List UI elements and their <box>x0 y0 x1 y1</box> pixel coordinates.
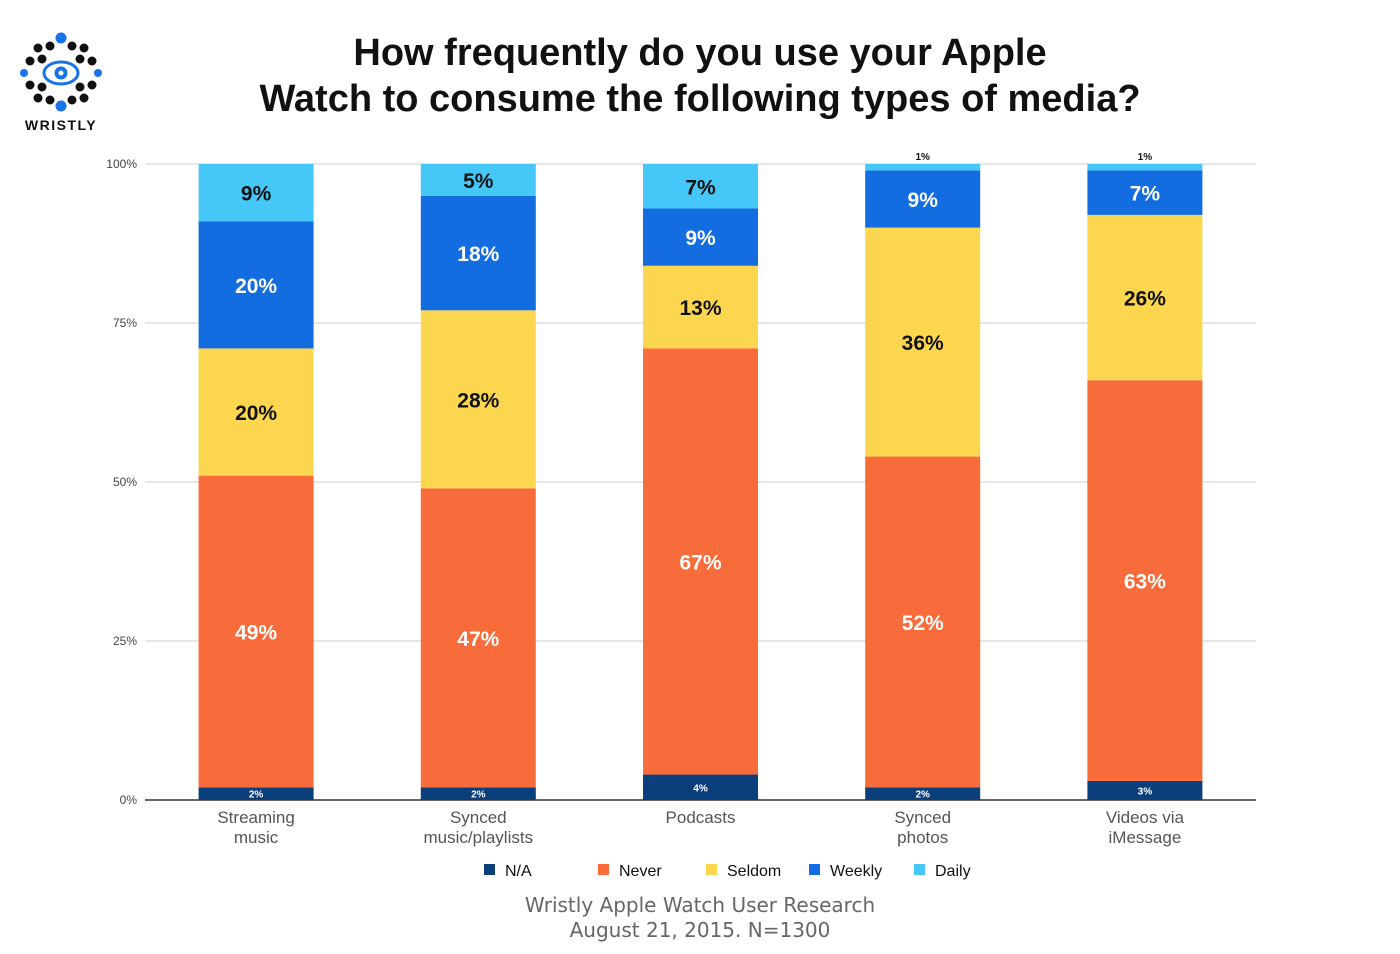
data-label: 13% <box>679 297 721 320</box>
x-tick-label: Streaming <box>217 808 294 827</box>
data-label: 63% <box>1124 571 1166 594</box>
data-label: 20% <box>235 275 277 298</box>
y-tick-label: 75% <box>113 316 137 330</box>
bar-segment <box>198 787 314 800</box>
bars <box>198 164 1203 800</box>
bar-segment <box>420 164 536 196</box>
bar-segment <box>865 227 981 457</box>
data-label: 5% <box>463 170 494 193</box>
data-label: 28% <box>457 389 499 412</box>
y-tick-label: 100% <box>106 157 137 171</box>
data-label: 1% <box>1138 152 1153 163</box>
legend-swatch <box>914 864 925 875</box>
x-tick-label: music/playlists <box>424 828 534 847</box>
data-label: 9% <box>685 227 716 250</box>
chart-title-line-1: How frequently do you use your Apple <box>353 32 1047 74</box>
bar-segment <box>420 488 536 788</box>
data-label: 67% <box>679 552 721 575</box>
data-label: 7% <box>685 176 716 199</box>
bar-segment <box>643 208 758 266</box>
bar-segment <box>1087 170 1203 215</box>
bar-segment <box>865 456 981 788</box>
legend-label: Never <box>619 863 662 880</box>
x-tick-label: photos <box>897 828 948 847</box>
data-label: 4% <box>693 783 708 794</box>
x-tick-label: music <box>234 828 279 847</box>
bar-segment <box>1087 380 1203 781</box>
bar-segment <box>420 195 536 311</box>
bar-segment <box>865 164 981 171</box>
chart-title-line-2: Watch to consume the following types of … <box>259 78 1141 120</box>
bar-segment <box>420 310 536 489</box>
x-tick-label: iMessage <box>1109 828 1182 847</box>
x-tick-label: Videos via <box>1106 808 1185 827</box>
data-label: 3% <box>1138 786 1153 797</box>
bar-segment <box>643 348 758 775</box>
wristly-eye-icon: WRISTLY <box>20 32 102 133</box>
data-label: 9% <box>241 183 272 206</box>
legend: N/A Never Seldom Weekly Daily <box>484 863 971 880</box>
bar-segment <box>865 170 981 228</box>
data-label: 9% <box>908 189 939 212</box>
bar-segment <box>1087 780 1203 800</box>
bar-segment <box>198 348 314 476</box>
x-tick-label: Podcasts <box>666 808 736 827</box>
bar-segment <box>1087 214 1203 381</box>
y-tick-label: 50% <box>113 475 137 489</box>
legend-swatch <box>484 864 495 875</box>
bar-segment <box>865 787 981 800</box>
bar-segment <box>643 164 758 209</box>
legend-swatch <box>598 864 609 875</box>
bar-segment <box>643 774 758 800</box>
bar-segment <box>420 787 536 800</box>
data-label: 1% <box>915 152 930 163</box>
x-tick-label: Synced <box>894 808 951 827</box>
legend-label: Daily <box>935 863 971 880</box>
legend-swatch <box>809 864 820 875</box>
y-axis-ticks: 0% 25% 50% 75% 100% <box>106 157 137 807</box>
data-label: 7% <box>1130 183 1161 206</box>
x-axis-labels: StreamingmusicSyncedmusic/playlistsPodca… <box>217 808 1184 847</box>
data-label: 26% <box>1124 288 1166 311</box>
data-label: 2% <box>915 790 930 801</box>
legend-swatch <box>706 864 717 875</box>
data-label: 52% <box>902 612 944 635</box>
bar-segment <box>198 221 314 349</box>
data-label: 2% <box>249 790 264 801</box>
legend-label: N/A <box>505 863 532 880</box>
data-labels: 2% 49% 20% 20% 9% 2% 47% 28% 18% 5% 4% 67% 13% 9% 7% 2%… <box>235 152 1166 801</box>
data-label: 36% <box>902 332 944 355</box>
data-label: 20% <box>235 402 277 425</box>
bar-segment <box>643 265 758 349</box>
footer-caption: Wristly Apple Watch User Research August… <box>400 893 1000 943</box>
data-label: 2% <box>471 790 486 801</box>
data-label: 49% <box>235 621 277 644</box>
brand-name: WRISTLY <box>25 117 97 133</box>
y-tick-label: 25% <box>113 634 137 648</box>
y-tick-label: 0% <box>120 793 138 807</box>
legend-label: Weekly <box>830 863 882 880</box>
footer-line-1: Wristly Apple Watch User Research <box>524 893 876 917</box>
footer-line-2: August 21, 2015. N=1300 <box>569 918 831 942</box>
wristly-logo: WRISTLY <box>18 28 108 138</box>
bar-segment <box>198 164 314 222</box>
data-label: 47% <box>457 628 499 651</box>
legend-label: Seldom <box>727 863 781 880</box>
bar-segment <box>198 475 314 788</box>
bar-segment <box>1087 164 1203 171</box>
chart-title: How frequently do you use your Apple Wat… <box>200 30 1200 122</box>
x-tick-label: Synced <box>450 808 507 827</box>
data-label: 18% <box>457 243 499 266</box>
